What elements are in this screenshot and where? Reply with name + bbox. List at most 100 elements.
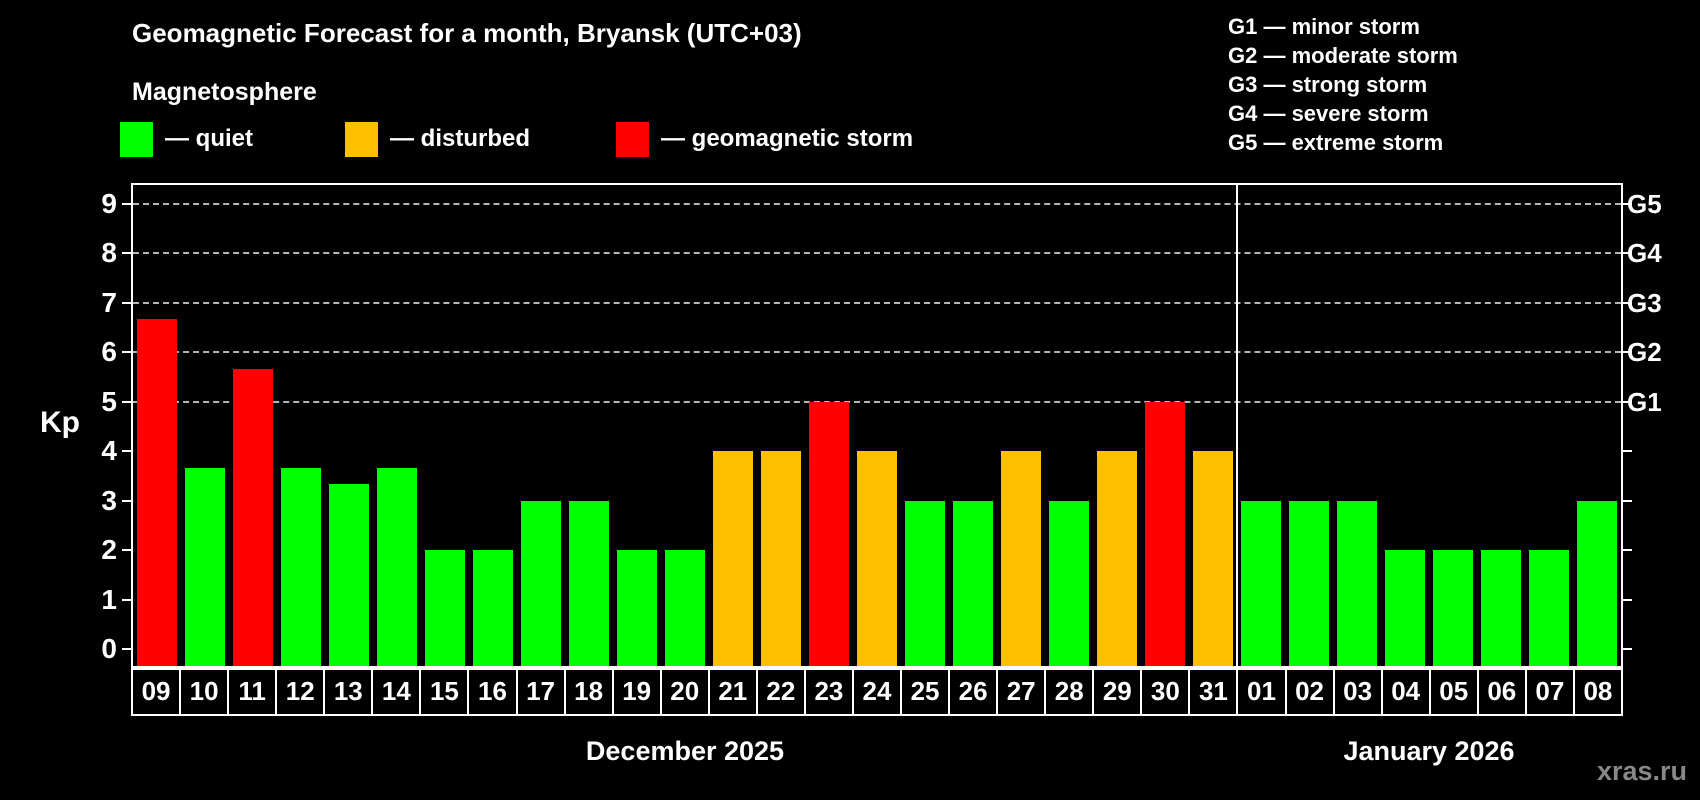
kp-bar-day-28 (1049, 500, 1089, 666)
y-axis-tick (122, 549, 131, 552)
g-level-label-g1: G1 (1627, 386, 1662, 417)
month-separator (1236, 185, 1238, 666)
disturbed-swatch-icon (345, 121, 378, 157)
kp-bar-day-20 (665, 550, 705, 666)
g-axis-tick (1623, 202, 1632, 205)
month-label-december: December 2025 (585, 736, 785, 766)
kp-bar-day-10 (185, 467, 225, 666)
gridline-kp8 (133, 252, 1621, 255)
g-axis-tick (1623, 450, 1632, 453)
y-tick-label: 5 (101, 385, 117, 417)
kp-bar-day-11 (233, 368, 273, 666)
kp-axis-label: Kp (40, 406, 80, 439)
day-label-19: 19 (611, 668, 662, 716)
day-label-17: 17 (515, 668, 566, 716)
kp-bar-day-06 (1481, 550, 1521, 666)
day-axis: 09 10 11 12 13 14 15 16 17 18 19 20 21 22 23 24 25 26 27 28… (131, 668, 1623, 716)
y-axis-tick (122, 499, 131, 502)
gridline-kp5 (133, 400, 1621, 403)
y-axis-tick (122, 598, 131, 601)
day-label-05: 05 (1428, 668, 1479, 716)
y-tick-label: 8 (101, 237, 117, 269)
gridline-kp7 (133, 301, 1621, 304)
g-axis-tick (1623, 351, 1632, 354)
g-axis-tick (1623, 549, 1632, 552)
kp-bar-day-21 (713, 451, 753, 666)
legend-item-disturbed: — disturbed (345, 121, 530, 157)
day-label-13: 13 (323, 668, 374, 716)
g-legend-line: G4 — severe storm (1228, 101, 1429, 126)
y-axis-tick (122, 400, 131, 403)
day-label-31: 31 (1188, 668, 1239, 716)
plot-area: 0 1 2 3 4 5 6 7 8 9 G1 G2 G3 G4 G5 (101, 183, 1662, 668)
kp-bar-day-14 (377, 467, 417, 666)
day-label-28: 28 (1044, 668, 1095, 716)
day-label-27: 27 (996, 668, 1047, 716)
g-scale-legend: G1 — minor storm G2 — moderate storm G3 — … (1228, 12, 1458, 157)
day-label-30: 30 (1140, 668, 1191, 716)
kp-bar-day-29 (1097, 451, 1137, 666)
kp-bar-day-09 (137, 319, 177, 666)
day-label-22: 22 (755, 668, 806, 716)
y-tick-label: 6 (101, 336, 117, 368)
y-tick-label: 1 (101, 583, 117, 615)
y-axis-tick (122, 648, 131, 651)
day-label-10: 10 (179, 668, 230, 716)
kp-bar-day-25 (905, 500, 945, 666)
y-axis-tick (122, 301, 131, 304)
day-label-03: 03 (1332, 668, 1383, 716)
g-legend-line: G3 — strong storm (1228, 72, 1428, 97)
day-label-29: 29 (1092, 668, 1143, 716)
kp-bar-day-01 (1241, 500, 1281, 666)
g-axis-tick (1623, 252, 1632, 255)
day-label-12: 12 (275, 668, 326, 716)
y-tick-label: 3 (101, 484, 117, 516)
g-legend-line: G1 — minor storm (1228, 14, 1420, 39)
kp-bar-day-30 (1145, 401, 1185, 666)
day-label-04: 04 (1380, 668, 1431, 716)
kp-bar-day-08 (1577, 500, 1617, 666)
legend-label: — disturbed (390, 125, 531, 152)
day-label-18: 18 (563, 668, 614, 716)
chart-subtitle: Magnetosphere (132, 78, 317, 106)
kp-bar-day-03 (1337, 500, 1377, 666)
day-label-21: 21 (707, 668, 758, 716)
y-tick-label: 7 (101, 286, 117, 318)
kp-bar-day-16 (473, 550, 513, 666)
legend-label: — geomagnetic storm (661, 125, 914, 152)
y-tick-label: 4 (101, 435, 117, 467)
legend-item-storm: — geomagnetic storm (616, 121, 913, 157)
day-label-08: 08 (1572, 668, 1623, 716)
gridline-kp9 (133, 202, 1621, 205)
kp-bar-day-15 (425, 550, 465, 666)
y-axis-tick (122, 450, 131, 453)
day-label-26: 26 (948, 668, 999, 716)
kp-bar-day-12 (281, 467, 321, 666)
day-label-11: 11 (227, 668, 278, 716)
day-label-24: 24 (851, 668, 902, 716)
legend-item-quiet: — quiet (120, 121, 253, 157)
g-axis-tick (1623, 499, 1632, 502)
day-label-23: 23 (803, 668, 854, 716)
kp-bar-day-23 (809, 401, 849, 666)
g-axis-tick (1623, 598, 1632, 601)
quiet-swatch-icon (120, 121, 153, 157)
day-label-15: 15 (419, 668, 470, 716)
y-tick-label: 0 (101, 633, 117, 665)
kp-bar-day-02 (1289, 500, 1329, 666)
kp-bar-day-31 (1193, 451, 1233, 666)
y-axis-tick (122, 351, 131, 354)
legend-label: — quiet (165, 125, 253, 152)
g-axis-tick (1623, 301, 1632, 304)
kp-bar-day-05 (1433, 550, 1473, 666)
day-label-06: 06 (1476, 668, 1527, 716)
g-level-label-g2: G2 (1627, 337, 1662, 368)
day-label-25: 25 (900, 668, 951, 716)
day-label-02: 02 (1284, 668, 1335, 716)
kp-bar-day-13 (329, 484, 369, 666)
watermark: xras.ru (1596, 756, 1687, 786)
y-axis-tick (122, 202, 131, 205)
y-axis-tick (122, 252, 131, 255)
y-tick-label: 2 (101, 534, 117, 566)
day-label-07: 07 (1524, 668, 1575, 716)
